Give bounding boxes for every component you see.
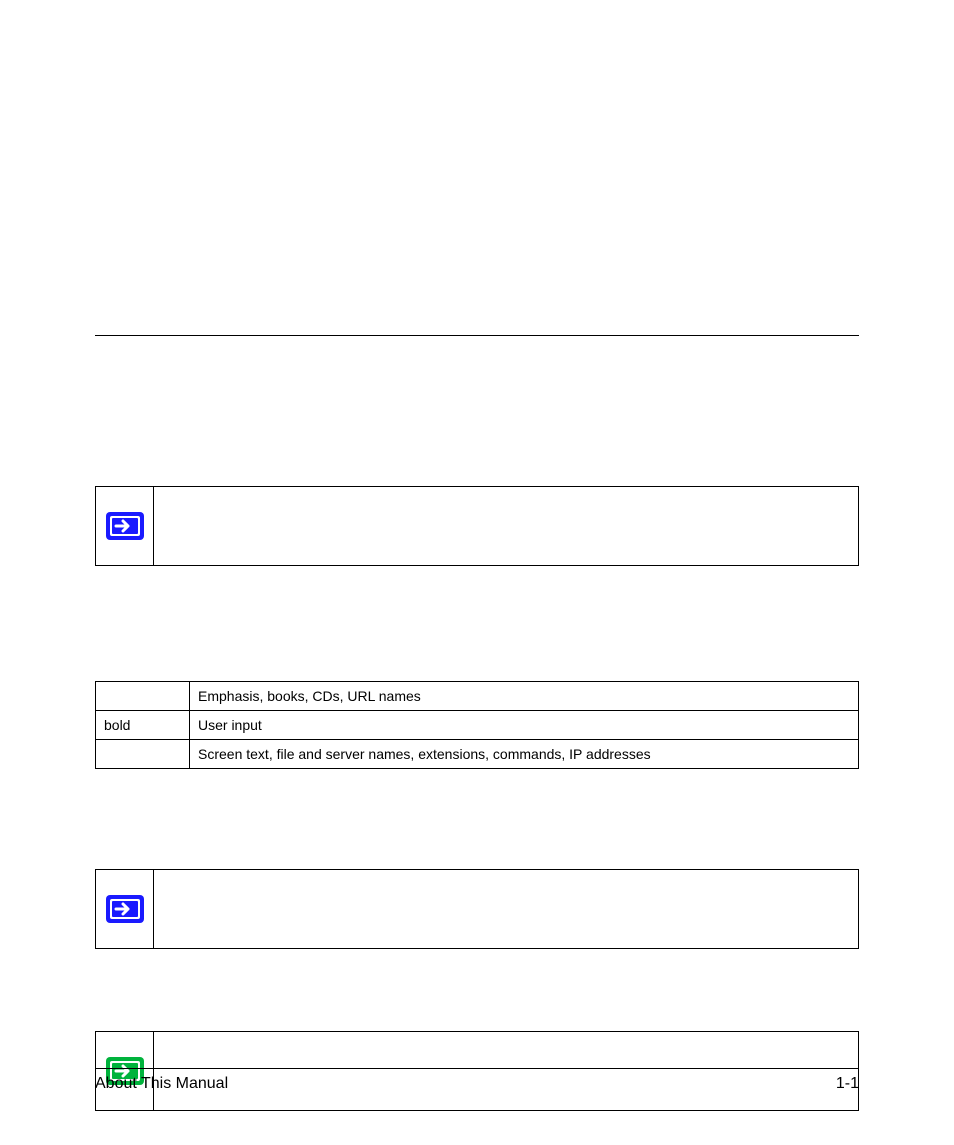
spacer (95, 789, 859, 849)
table-cell-style (96, 740, 190, 769)
table-row: Emphasis, books, CDs, URL names (96, 682, 859, 711)
table-cell-desc: User input (190, 711, 859, 740)
conventions-table: Emphasis, books, CDs, URL names bold Use… (95, 681, 859, 769)
footer-right: 1-1 (836, 1075, 859, 1093)
footer-left: About This Manual (95, 1075, 228, 1093)
spacer (95, 969, 859, 1011)
spacer (95, 336, 859, 466)
note-icon-cell (96, 870, 154, 948)
table-cell-desc: Emphasis, books, CDs, URL names (190, 682, 859, 711)
table-cell-desc: Screen text, file and server names, exte… (190, 740, 859, 769)
page: Emphasis, books, CDs, URL names bold Use… (0, 0, 954, 1111)
note-box (95, 869, 859, 949)
footer-row: About This Manual 1-1 (95, 1075, 859, 1093)
table-cell-style (96, 682, 190, 711)
note-icon-cell (96, 487, 154, 565)
note-arrow-icon (106, 512, 144, 540)
spacer (95, 586, 859, 641)
page-footer: About This Manual 1-1 (95, 1068, 859, 1093)
content-area: Emphasis, books, CDs, URL names bold Use… (95, 95, 859, 1111)
table-row: Screen text, file and server names, exte… (96, 740, 859, 769)
table-cell-style: bold (96, 711, 190, 740)
note-text (154, 487, 858, 565)
note-text (154, 870, 858, 948)
note-arrow-icon (106, 895, 144, 923)
note-box (95, 486, 859, 566)
footer-rule (95, 1068, 859, 1069)
table-row: bold User input (96, 711, 859, 740)
